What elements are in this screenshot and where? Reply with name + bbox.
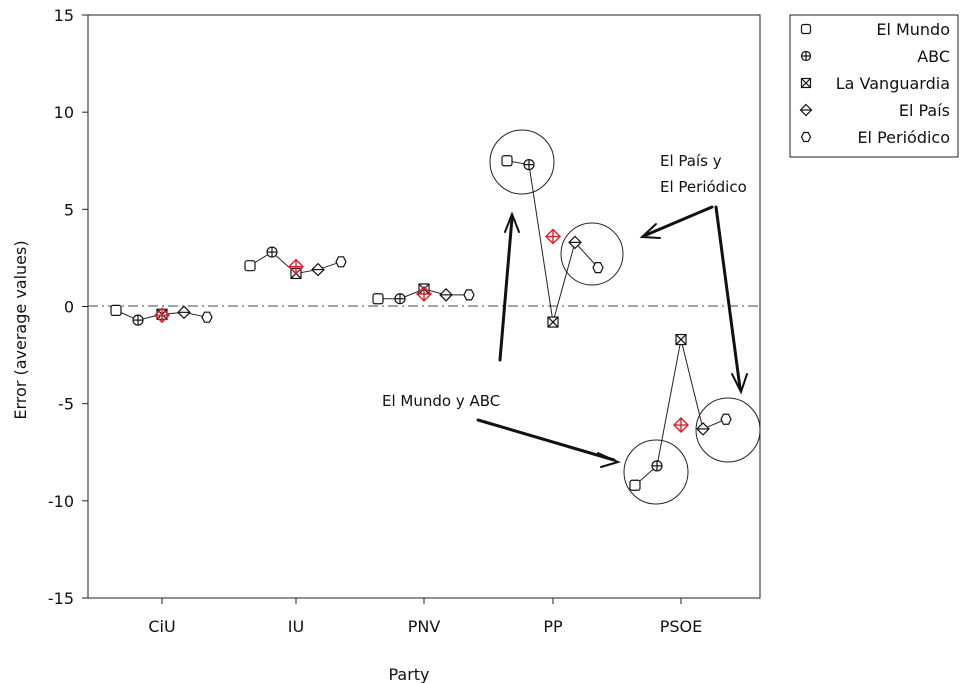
marker-plus-psoe [651, 460, 663, 472]
x-tick-label: PSOE [660, 617, 703, 636]
legend: El Mundo ABC La Vanguardia El País El Periód… [789, 14, 959, 158]
arrow-pp-up [498, 216, 514, 362]
y-tick-label: -15 [48, 589, 74, 608]
x-tick-label: PP [543, 617, 563, 636]
marker-x-psoe [675, 333, 687, 346]
marker-plus-ciu [132, 314, 144, 326]
average-marker-psoe [673, 417, 689, 434]
x-tick-label: PNV [408, 617, 441, 636]
annotation-circles [489, 129, 761, 505]
legend-box [789, 14, 959, 158]
legend-marker-plus [800, 50, 812, 62]
y-tick-label: 5 [64, 200, 74, 219]
circle-pp-el-pais-periodico [560, 222, 624, 286]
arrow-right-down-head [731, 373, 748, 395]
circle-pp-el-mundo-abc [489, 129, 555, 195]
marker-circle-pnv [463, 289, 475, 301]
series-layer [110, 155, 732, 491]
y-axis: 15 10 5 0 -5 -10 -15 [48, 6, 88, 608]
y-tick-label: 10 [54, 103, 74, 122]
annotation-el-mundo-abc: El Mundo y ABC [382, 392, 500, 410]
y-tick-label: -5 [58, 395, 74, 414]
legend-label: El País [899, 101, 950, 120]
marker-circle-ciu [201, 311, 213, 323]
legend-marker-x [800, 77, 812, 89]
marker-plus-pp [523, 159, 535, 171]
average-markers [154, 228, 689, 434]
arrow-left-head [639, 223, 661, 239]
marker-diamond-ciu [177, 305, 191, 320]
arrow-psoe-down [476, 418, 616, 462]
average-marker-iu [288, 258, 304, 275]
y-axis-title: Error (average values) [11, 240, 30, 419]
y-tick-label: 15 [54, 6, 74, 25]
marker-x-pp [547, 316, 559, 328]
arrow-pp-up-head [504, 211, 520, 233]
marker-diamond-psoe [696, 422, 710, 436]
average-marker-pnv [416, 285, 432, 302]
marker-square-ciu [110, 304, 122, 316]
marker-circle-psoe [720, 413, 732, 425]
marker-square-pp [501, 155, 513, 167]
legend-label: El Periódico [857, 128, 950, 147]
marker-circle-iu [335, 256, 347, 268]
legend-label: La Vanguardia [836, 74, 950, 93]
average-marker-pp [545, 228, 561, 245]
marker-plus-iu [266, 246, 278, 258]
marker-diamond-pp [568, 235, 582, 250]
marker-square-iu [244, 260, 256, 272]
marker-diamond-iu [311, 262, 325, 277]
legend-marker-square [800, 23, 812, 35]
arrow-right-down [714, 205, 742, 390]
marker-diamond-pnv [439, 287, 453, 302]
legend-label: El Mundo [876, 20, 950, 39]
x-tick-label: CiU [148, 617, 175, 636]
average-marker-ciu [154, 307, 170, 324]
marker-circle-pp [592, 262, 604, 274]
annotation-el-pais: El País y [660, 152, 722, 170]
arrow-psoe-down-head [597, 452, 621, 468]
marker-square-psoe [629, 479, 641, 491]
legend-label: ABC [917, 47, 950, 66]
legend-marker-circle [800, 131, 812, 143]
y-tick-label: 0 [64, 298, 74, 317]
x-axis: CiU IU PNV PP PSOE [148, 598, 702, 636]
marker-plus-pnv [394, 293, 406, 305]
circle-psoe-el-pais-periodico [695, 397, 761, 463]
arrow-left [644, 205, 714, 237]
circle-psoe-el-mundo-abc [623, 439, 689, 505]
annotation-arrows [476, 205, 748, 468]
legend-marker-diamond [799, 103, 813, 117]
x-tick-label: IU [288, 617, 304, 636]
series-connector-psoe [634, 339, 727, 486]
annotation-el-periodico: El Periódico [660, 178, 747, 196]
x-axis-title: Party [388, 665, 429, 683]
marker-square-pnv [372, 293, 384, 305]
y-tick-label: -10 [48, 492, 74, 511]
